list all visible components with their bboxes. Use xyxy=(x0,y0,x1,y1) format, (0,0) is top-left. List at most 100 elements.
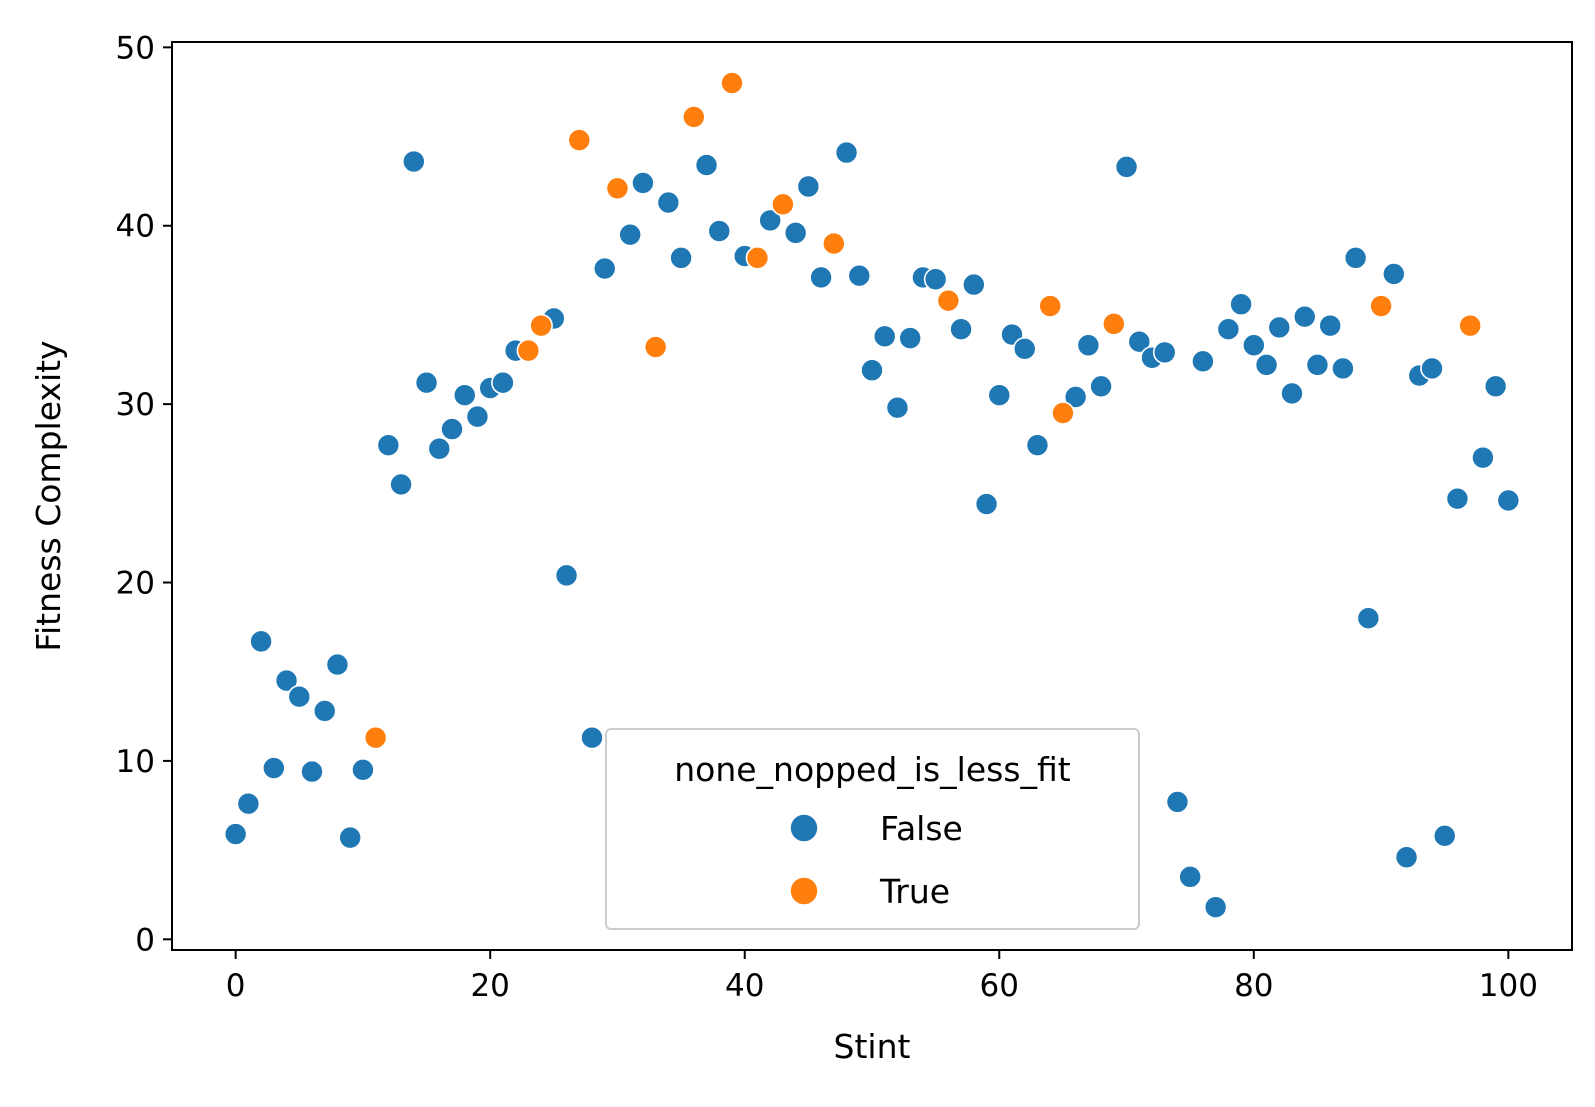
y-tick-label: 40 xyxy=(116,209,155,245)
legend-marker-true xyxy=(789,876,819,906)
data-point-false xyxy=(236,791,261,816)
legend-marker-false xyxy=(789,813,819,843)
data-point-false xyxy=(1343,246,1368,270)
data-point-true xyxy=(363,725,388,750)
x-tick-label: 80 xyxy=(1234,968,1273,1004)
legend-title: none_nopped_is_less_fit xyxy=(674,750,1071,789)
data-point-true xyxy=(1369,294,1393,318)
data-point-false xyxy=(351,758,375,782)
data-point-false xyxy=(1382,262,1406,286)
data-point-false xyxy=(1356,606,1381,630)
data-point-false xyxy=(376,433,401,457)
data-point-false xyxy=(1483,374,1508,399)
data-point-false xyxy=(834,140,859,165)
data-point-false xyxy=(465,404,490,429)
data-point-false xyxy=(414,370,439,395)
data-point-false xyxy=(1216,317,1241,342)
data-point-true xyxy=(1051,401,1075,425)
data-point-false xyxy=(1178,865,1202,889)
data-point-false xyxy=(809,265,833,290)
data-point-false xyxy=(1089,374,1113,399)
data-point-false xyxy=(860,358,884,383)
legend-box xyxy=(605,728,1140,930)
data-point-false xyxy=(440,417,464,441)
legend-label-false: False xyxy=(880,809,963,848)
data-point-true xyxy=(643,335,668,359)
data-point-false xyxy=(1203,895,1228,919)
data-point-false xyxy=(898,326,922,350)
data-point-false xyxy=(1114,155,1139,179)
data-point-false xyxy=(758,208,782,233)
data-point-false xyxy=(249,629,273,654)
x-tick-label: 40 xyxy=(725,968,764,1004)
legend: none_nopped_is_less_fit False True xyxy=(605,728,1140,930)
data-point-false xyxy=(783,221,808,245)
data-point-false xyxy=(325,652,350,677)
data-point-false xyxy=(1063,385,1088,409)
data-point-false xyxy=(1432,824,1457,848)
data-point-true xyxy=(822,231,846,256)
legend-entries: False True xyxy=(789,809,963,911)
data-point-false xyxy=(554,563,579,588)
data-point-false xyxy=(1127,329,1152,354)
data-point-false xyxy=(1445,486,1470,511)
x-tick-label: 0 xyxy=(226,968,246,1004)
data-point-false xyxy=(338,825,362,850)
data-point-false xyxy=(631,171,655,195)
x-tick-label: 60 xyxy=(980,968,1019,1004)
data-point-false xyxy=(669,246,693,270)
data-point-false xyxy=(1318,313,1342,338)
data-point-false xyxy=(1471,445,1495,470)
data-point-false xyxy=(618,222,642,247)
data-point-false xyxy=(923,267,948,292)
data-point-false xyxy=(491,370,515,395)
data-point-false xyxy=(949,317,973,342)
data-point-false xyxy=(1292,304,1317,329)
data-point-false xyxy=(262,756,286,780)
x-axis-label: Stint xyxy=(834,1027,911,1066)
x-tick-label: 20 xyxy=(470,968,509,1004)
y-tick-label: 10 xyxy=(116,744,155,780)
data-point-false xyxy=(1280,381,1304,406)
data-point-false xyxy=(962,272,986,297)
data-point-false xyxy=(707,219,732,243)
data-point-false xyxy=(974,492,999,516)
data-point-true xyxy=(1038,294,1062,318)
data-point-false xyxy=(796,174,821,199)
data-point-false xyxy=(1394,845,1419,870)
data-point-false xyxy=(847,263,872,288)
data-point-false xyxy=(580,725,604,750)
data-point-false xyxy=(1191,349,1215,374)
data-point-false xyxy=(1242,333,1266,358)
data-point-false xyxy=(287,684,312,709)
data-point-true xyxy=(720,71,744,95)
data-point-false xyxy=(223,822,248,846)
y-axis-label: Fitness Complexity xyxy=(29,340,68,651)
data-point-false xyxy=(885,395,910,420)
data-point-true xyxy=(1102,312,1126,336)
data-point-true xyxy=(529,313,553,338)
y-tick-label: 50 xyxy=(116,30,155,66)
data-point-false xyxy=(452,383,477,408)
data-point-true xyxy=(745,246,770,270)
data-point-false xyxy=(987,383,1012,408)
data-point-true xyxy=(682,105,706,129)
data-point-true xyxy=(936,288,961,313)
y-tick-label: 20 xyxy=(116,566,155,602)
data-point-false xyxy=(402,149,426,174)
data-point-false xyxy=(592,256,617,281)
data-point-true xyxy=(516,338,541,363)
data-point-false xyxy=(1305,353,1330,377)
data-point-true xyxy=(605,176,630,201)
data-point-false xyxy=(1254,353,1279,377)
data-point-false xyxy=(1267,315,1292,340)
data-point-false xyxy=(694,153,719,177)
data-point-true xyxy=(771,192,795,217)
data-point-false xyxy=(1229,292,1253,317)
data-point-false xyxy=(300,759,324,784)
data-point-false xyxy=(1152,340,1177,365)
legend-label-true: True xyxy=(879,872,950,911)
data-point-false xyxy=(1012,337,1037,361)
